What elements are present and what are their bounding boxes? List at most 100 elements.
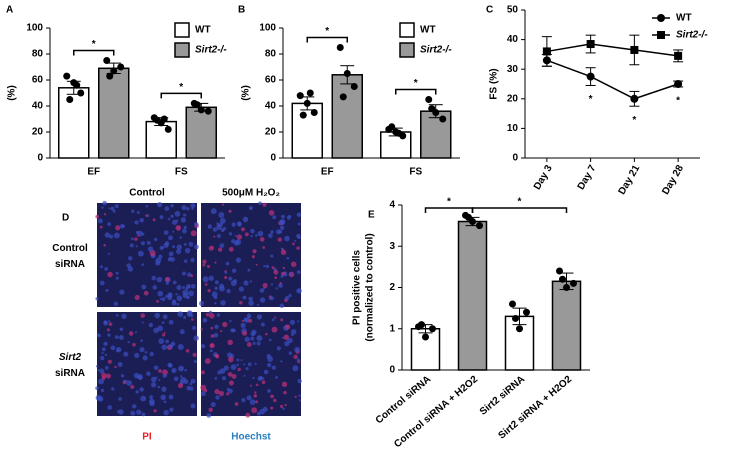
nucleus	[227, 372, 233, 377]
nucleus	[275, 229, 282, 235]
nucleus	[294, 395, 297, 398]
nucleus	[298, 399, 301, 402]
row-label: Control siRNA	[52, 243, 88, 270]
data-point	[197, 106, 205, 114]
nucleus	[218, 283, 225, 289]
nucleus	[163, 409, 169, 416]
nucleus	[171, 300, 177, 306]
y-axis-label: (normalized to control)	[365, 233, 376, 341]
data-point	[296, 92, 304, 100]
nucleus	[204, 388, 208, 393]
nucleus	[184, 368, 187, 372]
nucleus	[248, 296, 253, 302]
nucleus	[158, 379, 161, 382]
nucleus	[95, 386, 99, 390]
nucleus	[292, 242, 295, 246]
bar	[331, 74, 363, 159]
nucleus	[296, 233, 301, 239]
nucleus	[114, 335, 119, 340]
y-axis-label: FS (%)	[489, 68, 500, 99]
legend-swatch	[399, 42, 415, 58]
nucleus	[270, 254, 274, 258]
y-axis-label: (%)	[241, 85, 252, 101]
nucleus	[280, 249, 287, 256]
stain-label: PI	[142, 432, 152, 443]
nucleus	[228, 356, 234, 363]
nucleus	[108, 207, 111, 210]
legend-label: WT	[676, 13, 692, 24]
nucleus	[153, 365, 159, 371]
nucleus	[107, 359, 112, 364]
nucleus	[100, 265, 103, 269]
nucleus	[214, 286, 218, 290]
nucleus	[150, 376, 157, 383]
nucleus	[172, 219, 178, 225]
y-tick-label: 40	[265, 101, 277, 112]
nucleus	[216, 224, 223, 231]
nucleus	[239, 300, 243, 305]
significance-label: *	[447, 197, 451, 208]
bar	[504, 315, 535, 371]
nucleus	[259, 408, 265, 415]
legend-swatch	[174, 42, 190, 58]
nucleus	[292, 365, 299, 372]
x-tick-label: EF	[87, 167, 100, 178]
y-tick-label: 60	[32, 75, 44, 86]
nucleus	[182, 289, 189, 296]
nucleus	[172, 280, 177, 285]
nucleus	[250, 336, 255, 341]
nucleus	[158, 338, 165, 345]
nucleus	[164, 206, 170, 211]
nucleus	[181, 205, 187, 211]
nucleus	[249, 207, 252, 210]
nucleus	[167, 362, 172, 368]
nucleus	[104, 267, 108, 271]
nucleus	[168, 251, 174, 257]
nucleus	[270, 283, 274, 286]
nucleus	[114, 204, 119, 209]
nucleus	[150, 382, 157, 388]
nucleus	[198, 300, 205, 307]
bar	[185, 106, 217, 159]
nucleus	[98, 378, 105, 385]
marker	[630, 94, 639, 103]
nucleus	[144, 350, 148, 354]
nucleus	[279, 225, 285, 231]
bar	[291, 102, 323, 159]
nucleus	[231, 222, 236, 227]
nucleus	[148, 322, 154, 328]
nucleus	[281, 381, 288, 388]
nucleus	[274, 276, 278, 280]
nucleus	[254, 391, 257, 394]
nucleus	[243, 363, 246, 366]
nucleus	[162, 314, 168, 320]
nucleus	[235, 239, 242, 245]
nucleus	[157, 325, 164, 332]
marker	[674, 80, 683, 88]
bar	[58, 87, 90, 159]
y-tick-label: 20	[507, 93, 519, 104]
nucleus	[200, 343, 206, 349]
nucleus	[146, 240, 151, 245]
nucleus	[108, 320, 111, 323]
nucleus	[284, 295, 290, 301]
nucleus	[179, 329, 185, 335]
nucleus	[296, 320, 300, 323]
nucleus	[192, 325, 197, 330]
data-point	[66, 96, 74, 103]
nucleus	[216, 234, 221, 238]
nucleus	[230, 364, 237, 371]
nucleus	[157, 385, 161, 389]
nucleus	[206, 264, 211, 269]
nucleus	[112, 209, 116, 213]
x-tick-label: Day 21	[617, 163, 643, 197]
panel-label: D	[62, 213, 69, 224]
nucleus	[221, 376, 227, 381]
x-tick-label: FS	[175, 167, 188, 178]
y-tick-label: 4	[389, 200, 395, 211]
nucleus	[262, 246, 266, 249]
nucleus	[99, 280, 105, 286]
nucleus	[218, 212, 225, 218]
nucleus	[159, 297, 162, 300]
nucleus	[282, 407, 285, 410]
